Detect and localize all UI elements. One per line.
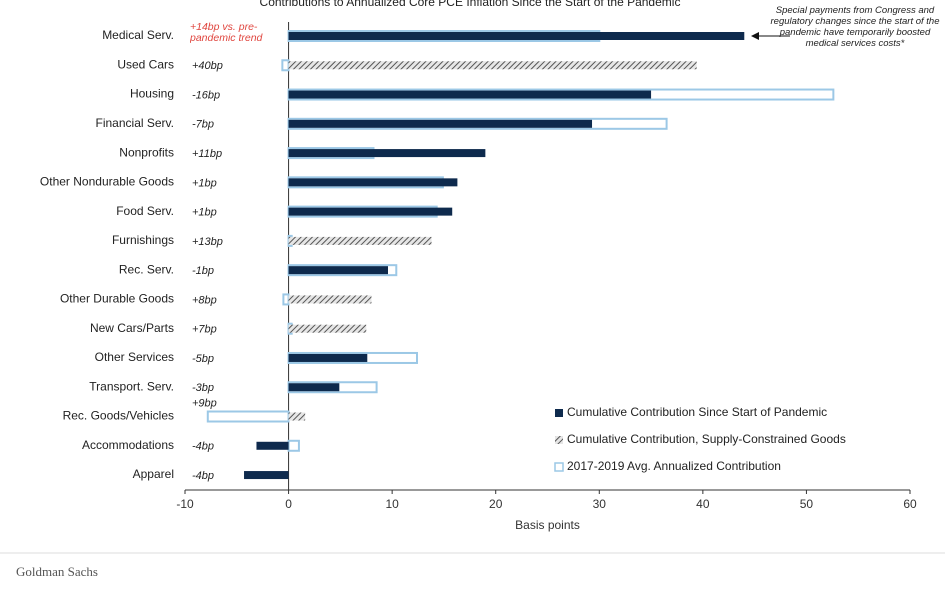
bp-label: +7bp — [192, 324, 217, 336]
category-label: Used Cars — [117, 57, 174, 71]
legend-swatch — [555, 409, 563, 417]
category-label: Apparel — [133, 467, 174, 481]
bp-label: -5bp — [192, 353, 214, 365]
category-label: Housing — [130, 87, 174, 101]
category-label: Rec. Serv. — [119, 262, 174, 276]
bar — [288, 295, 372, 304]
bp-label: -4bp — [192, 470, 214, 482]
category-label: Medical Serv. — [102, 28, 174, 42]
legend-label: Cumulative Contribution Since Start of P… — [567, 405, 827, 419]
x-tick-label: -10 — [176, 497, 194, 511]
category-label: Other Services — [95, 350, 174, 364]
bar — [288, 266, 388, 275]
bar — [288, 207, 453, 216]
source: Goldman Sachs — [16, 564, 98, 579]
category-label: Transport. Serv. — [89, 379, 174, 393]
x-tick-label: 20 — [489, 497, 503, 511]
bp-label-box: +14bp vs. pre-pandemic trend — [190, 22, 263, 44]
bp-label: -16bp — [192, 89, 220, 101]
legend-swatch — [555, 436, 563, 444]
bar — [282, 293, 290, 306]
bar — [206, 410, 290, 423]
category-label: Other Durable Goods — [60, 292, 174, 306]
bp-label: -1bp — [192, 265, 214, 277]
annotation: Special payments from Congress and regul… — [770, 5, 940, 49]
bp-label: +1bp — [192, 177, 217, 189]
bar — [288, 119, 593, 128]
x-tick-label: 60 — [903, 497, 917, 511]
chart-title: Contributions to Annualized Core PCE Inf… — [260, 0, 681, 9]
x-tick-label: 30 — [593, 497, 607, 511]
x-tick-label: 40 — [696, 497, 710, 511]
annotation-box: Special payments from Congress and regul… — [770, 5, 940, 49]
x-tick-label: 10 — [385, 497, 399, 511]
bar — [288, 353, 368, 362]
bp-label: +14bp vs. pre-pandemic trend — [190, 22, 263, 44]
bp-label: +1bp — [192, 207, 217, 219]
bar — [288, 324, 367, 333]
bar — [288, 61, 697, 70]
legend-label: Cumulative Contribution, Supply-Constrai… — [567, 432, 846, 446]
bar — [288, 32, 745, 40]
bar — [244, 471, 289, 480]
bar — [281, 59, 290, 72]
bar — [288, 412, 306, 421]
category-label: Rec. Goods/Vehicles — [63, 409, 174, 423]
bp-label: +13bp — [192, 236, 223, 248]
category-label: Other Nondurable Goods — [40, 175, 174, 189]
bar — [256, 441, 289, 450]
bp-label: +40bp — [192, 60, 223, 72]
category-label: Accommodations — [82, 438, 174, 452]
bar — [288, 90, 652, 99]
bar — [287, 439, 300, 452]
category-label: Food Serv. — [116, 204, 174, 218]
bp-label: +9bp — [192, 397, 217, 409]
category-label: Nonprofits — [119, 145, 174, 159]
bar — [288, 149, 486, 158]
bar — [288, 178, 458, 187]
category-label: New Cars/Parts — [90, 321, 174, 335]
x-tick-label: 50 — [800, 497, 814, 511]
x-axis-label: Basis points — [515, 518, 580, 532]
bar — [288, 383, 340, 392]
category-label: Financial Serv. — [96, 116, 174, 130]
bp-label: -3bp — [192, 382, 214, 394]
bar — [288, 236, 432, 245]
bp-label: +8bp — [192, 294, 217, 306]
bp-label: -4bp — [192, 441, 214, 453]
category-label: Furnishings — [112, 233, 174, 247]
bp-label: +11bp — [192, 148, 222, 160]
bp-label: -7bp — [192, 119, 214, 131]
x-tick-label: 0 — [285, 497, 292, 511]
legend-label: 2017-2019 Avg. Annualized Contribution — [567, 459, 781, 473]
legend-swatch — [554, 462, 564, 472]
